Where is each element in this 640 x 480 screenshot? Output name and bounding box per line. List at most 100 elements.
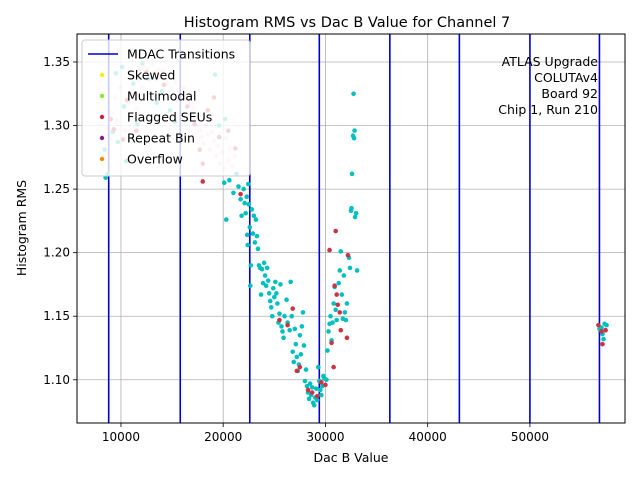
data-point [221,180,227,186]
flagged-seu-point [600,341,605,347]
flagged-seu-point [599,329,604,334]
flagged-seu-point [314,394,320,399]
legend-box [81,39,251,177]
data-point [289,313,295,319]
data-point [103,175,108,180]
data-point [313,386,319,391]
data-point [242,200,247,206]
data-point [280,329,285,334]
data-point [331,301,336,306]
data-point [293,341,299,347]
data-point [244,232,250,238]
data-point [288,279,293,285]
data-point [284,297,289,302]
data-point [267,298,273,304]
data-point [270,285,276,291]
data-point [268,305,274,310]
data-point [353,210,359,216]
flagged-seu-point [297,364,303,370]
flagged-seu-point [290,306,296,311]
y-tick-label: 1.35 [43,55,70,69]
data-point [254,233,260,239]
flagged-seu-point [338,327,344,333]
data-point [347,265,353,271]
data-point [260,280,266,286]
data-point [304,383,310,389]
data-point [309,385,315,390]
data-point [238,196,243,202]
annotation-line-1: ATLAS Upgrade [502,54,599,69]
legend-repeat-bin-swatch [99,135,105,141]
y-axis-label: Histogram RMS [14,180,29,276]
data-point [244,194,250,200]
flagged-seu-point [319,380,324,385]
flagged-seu-point [238,191,243,197]
data-point [277,311,282,316]
data-point [299,324,305,329]
data-point [599,325,604,330]
data-point [287,327,292,333]
data-point [315,364,321,370]
data-point [297,332,303,338]
flagged-seu-point [309,390,315,395]
data-point [326,329,331,334]
y-axis-ticks: 1.10 1.15 1.20 1.25 1.30 1.35 [43,55,77,387]
flagged-seu-point [329,340,334,346]
data-point [248,263,254,268]
data-point [352,214,358,220]
data-point [253,217,259,222]
data-point [245,181,251,187]
data-point [269,313,275,319]
data-point [311,402,317,408]
data-point [274,291,279,296]
data-point [303,367,309,372]
data-point [349,171,355,177]
annotation-line-4: Chip 1, Run 210 [498,102,598,117]
y-tick-label: 1.15 [43,309,70,323]
annotation-line-3: Board 92 [541,86,598,101]
plot-frame [76,33,626,424]
x-axis-label: Dac B Value [313,450,388,465]
data-point [344,301,350,306]
data-point [272,294,277,300]
legend-mdac-transitions-label: MDAC Transitions [127,47,235,62]
data-point [342,310,348,315]
flagged-seu-point [327,247,332,253]
chart-title: Histogram RMS vs Dac B Value for Channel… [184,15,511,31]
flagged-seu-point [331,364,336,370]
legend-skewed-label: Skewed [127,68,175,83]
data-point [223,217,229,222]
legend-multimodal-label: Multimodal [127,89,196,104]
data-point [281,335,286,341]
data-point [252,240,258,245]
flagged-seu-point [344,335,350,341]
data-point [343,317,349,323]
flagged-seu-point [294,368,300,374]
y-tick-label: 1.30 [43,119,70,133]
y-tick-label: 1.20 [43,246,70,260]
flagged-seu-point [305,387,311,393]
legend: MDAC Transitions Skewed Multimodal Flagged … [81,39,251,177]
data-point [333,307,338,313]
x-tick-label: 40000 [409,430,447,444]
data-point [338,249,344,254]
data-point [298,352,304,357]
data-point [294,354,300,360]
x-tick-label: 30000 [306,430,344,444]
data-point [227,177,232,183]
flagged-seu-point [596,322,601,328]
flagged-seu-point [603,327,608,333]
data-point [279,324,284,329]
legend-skewed-swatch [99,72,105,78]
flagged-seu-point [277,317,282,323]
data-point [302,378,308,384]
data-point [319,392,324,398]
y-tick-label: 1.10 [43,373,70,387]
data-point [275,301,280,306]
data-point [282,313,287,319]
legend-repeat-bin-label: Repeat Bin [127,131,195,146]
data-point [243,210,248,216]
flagged-seu-point [333,228,338,234]
data-point [259,266,265,272]
